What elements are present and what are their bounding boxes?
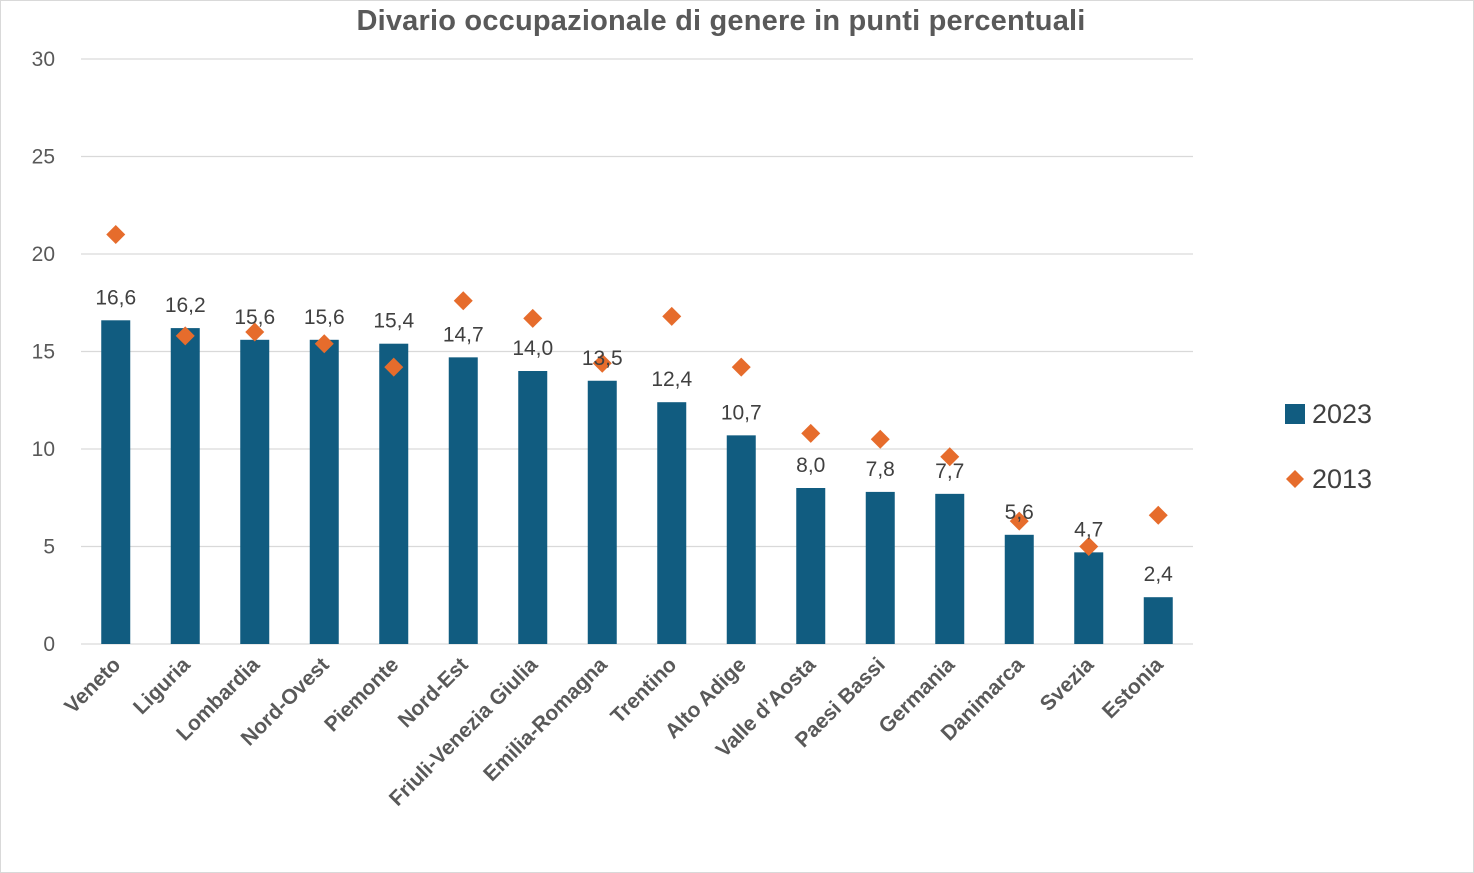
data-label: 13,5 <box>582 347 623 370</box>
marker <box>175 326 195 346</box>
bar <box>170 328 200 644</box>
bar <box>379 343 409 644</box>
marker <box>1079 537 1099 556</box>
marker <box>731 357 751 377</box>
marker <box>1148 505 1168 525</box>
bar <box>796 488 826 644</box>
data-label: 16,6 <box>95 286 136 309</box>
bar <box>1143 597 1173 644</box>
x-tick-label: Veneto <box>60 653 125 718</box>
marker <box>870 429 890 449</box>
markers-2013 <box>106 225 1168 556</box>
chart-title: Divario occupazionale di genere in punti… <box>356 5 1086 37</box>
x-tick-label: Emilia-Romagna <box>479 653 612 786</box>
x-tick-label: Svezia <box>1036 653 1099 716</box>
bar <box>657 402 687 644</box>
data-label: 14,7 <box>443 323 484 346</box>
marker <box>523 308 543 328</box>
data-label: 14,0 <box>512 337 553 360</box>
bar <box>101 320 131 644</box>
data-label: 7,7 <box>935 460 964 483</box>
data-label: 4,7 <box>1074 518 1103 541</box>
data-labels: 16,6 16,2 15,6 15,6 15,4 14,7 14,0 13,5 12,4 10,7… <box>95 286 1173 586</box>
data-label: 10,7 <box>721 401 762 424</box>
x-axis-ticks: Veneto LiguriaLombardiaNord-OvestPiemonte… <box>60 653 1168 811</box>
x-tick-label: Piemonte <box>320 653 403 736</box>
legend-label-2013: 2013 <box>1312 464 1372 494</box>
bar <box>1004 534 1034 644</box>
legend: 2023 2013 <box>1285 399 1372 494</box>
y-tick-label: 25 <box>32 146 55 169</box>
bar <box>587 380 617 644</box>
bar <box>518 371 548 644</box>
marker <box>245 322 265 342</box>
marker <box>801 423 821 443</box>
marker <box>592 353 612 373</box>
y-tick-label: 20 <box>32 243 55 266</box>
data-label: 15,6 <box>234 306 275 329</box>
bar <box>1074 552 1104 644</box>
data-label: 15,6 <box>304 306 345 329</box>
legend-label-2023: 2023 <box>1312 399 1372 429</box>
y-tick-label: 15 <box>32 341 55 364</box>
marker <box>940 447 960 467</box>
bars-2023 <box>101 320 1173 644</box>
data-label: 16,2 <box>165 294 206 317</box>
marker <box>314 334 334 354</box>
data-label: 15,4 <box>373 310 414 333</box>
marker <box>384 357 404 377</box>
x-tick-label: Liguria <box>129 653 195 719</box>
bar <box>309 339 339 644</box>
y-tick-label: 0 <box>43 633 55 656</box>
bar <box>448 357 478 644</box>
y-axis-ticks: 0 5 10 15 20 25 30 <box>32 48 55 656</box>
marker <box>1009 511 1029 531</box>
bar <box>726 435 756 644</box>
data-label: 5,6 <box>1005 501 1034 524</box>
x-tick-label: Estonia <box>1098 653 1168 723</box>
data-label: 8,0 <box>796 454 825 477</box>
marker <box>106 225 126 244</box>
data-label: 2,4 <box>1144 563 1174 586</box>
data-label: 7,8 <box>866 458 895 481</box>
legend-swatch-2023 <box>1285 404 1305 424</box>
data-label: 12,4 <box>651 368 692 391</box>
y-tick-label: 30 <box>32 48 55 71</box>
marker <box>453 291 473 311</box>
marker <box>662 306 682 326</box>
legend-swatch-2013 <box>1286 470 1304 488</box>
y-tick-label: 10 <box>32 438 55 461</box>
bar <box>865 491 895 644</box>
bar <box>240 339 270 644</box>
y-tick-label: 5 <box>43 536 55 559</box>
bar <box>935 493 965 644</box>
